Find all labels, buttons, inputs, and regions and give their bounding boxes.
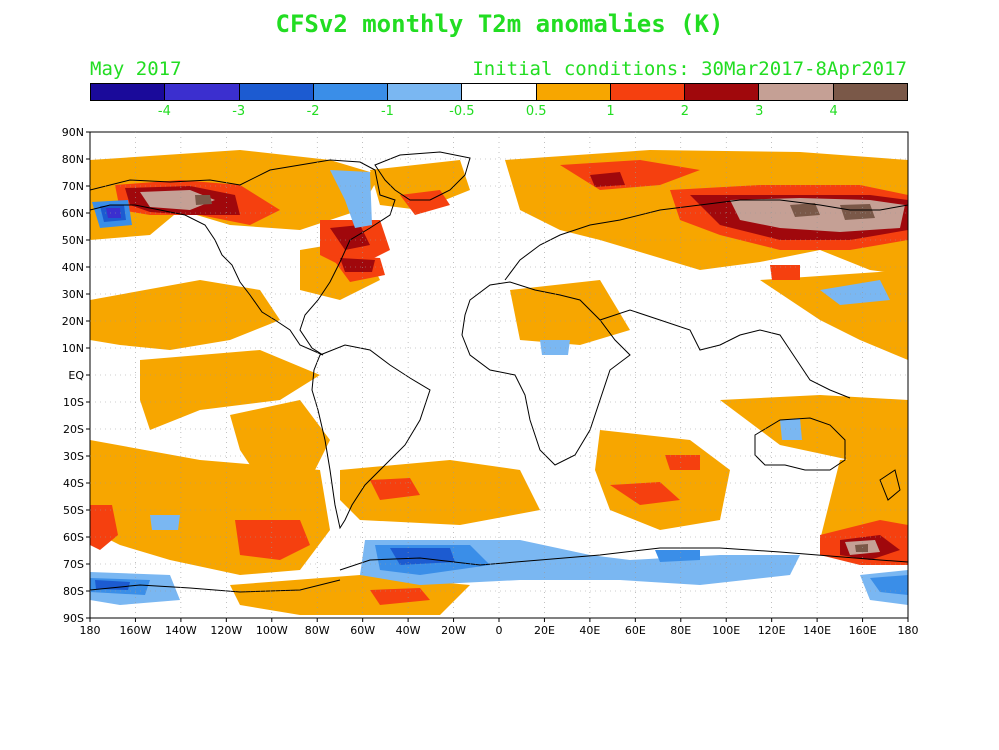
colorbar-label: -4 xyxy=(157,104,171,119)
anomaly-fields xyxy=(90,150,908,615)
lat-label: 90S xyxy=(63,612,84,625)
lat-label: 80N xyxy=(62,153,84,166)
colorbar-box xyxy=(759,84,834,100)
colorbar-box xyxy=(833,84,907,100)
gridlines xyxy=(90,132,908,618)
lat-label: 30N xyxy=(62,288,84,301)
lon-label: 20W xyxy=(441,624,466,637)
lat-label: 10N xyxy=(62,342,84,355)
lon-label: 40W xyxy=(396,624,421,637)
lat-label: 30S xyxy=(63,450,84,463)
lon-label: 80E xyxy=(670,624,691,637)
lon-label: 80W xyxy=(305,624,330,637)
lon-label: 60E xyxy=(625,624,646,637)
colorbar-label: 1 xyxy=(606,104,615,119)
coastlines xyxy=(90,151,908,593)
lat-label: 80S xyxy=(63,585,84,598)
lon-label: 180 xyxy=(80,624,101,637)
lat-label: 20S xyxy=(63,423,84,436)
colorbar-label: 0.5 xyxy=(525,104,547,119)
lon-label: 160E xyxy=(849,624,877,637)
lat-label: 70N xyxy=(62,180,84,193)
colorbar-label: -1 xyxy=(380,104,394,119)
colorbar-label: -0.5 xyxy=(449,104,475,119)
lon-label: 40E xyxy=(579,624,600,637)
lon-label: 120E xyxy=(758,624,786,637)
colorbar-box xyxy=(313,84,389,100)
colorbar-box xyxy=(165,84,240,100)
colorbar-label: 4 xyxy=(829,104,838,119)
lat-label: EQ xyxy=(68,369,84,382)
lat-label: 10S xyxy=(63,396,84,409)
lon-label: 100W xyxy=(256,624,288,637)
lat-label: 20N xyxy=(62,315,84,328)
lon-label: 140W xyxy=(165,624,197,637)
colorbar-box xyxy=(462,84,537,100)
colorbar-label: -3 xyxy=(232,104,246,119)
colorbar-label: -2 xyxy=(306,104,320,119)
lon-label: 0 xyxy=(496,624,503,637)
lat-label: 70S xyxy=(63,558,84,571)
lat-label: 40S xyxy=(63,477,84,490)
lon-label: 20E xyxy=(534,624,555,637)
initial-conditions: Initial conditions: 30Mar2017-8Apr2017 xyxy=(472,58,907,80)
forecast-month: May 2017 xyxy=(90,58,182,80)
colorbar-label: 2 xyxy=(680,104,690,119)
colorbar-box xyxy=(685,84,760,100)
lat-label: 40N xyxy=(62,261,84,274)
colorbar xyxy=(90,83,908,101)
colorbar-box xyxy=(388,84,463,100)
lat-label: 50N xyxy=(62,234,84,247)
lon-label: 140E xyxy=(803,624,831,637)
colorbar-box xyxy=(536,84,611,100)
lat-label: 90N xyxy=(62,126,84,139)
lon-label: 160W xyxy=(120,624,152,637)
lon-label: 100E xyxy=(712,624,740,637)
latitude-labels: 90N 80N 70N 60N 50N 40N 30N 20N 10N EQ 10S 20S 30S 40… xyxy=(62,126,85,625)
colorbar-box xyxy=(610,84,686,100)
lat-label: 60N xyxy=(62,207,84,220)
lat-label: 60S xyxy=(63,531,84,544)
colorbar-box xyxy=(239,84,314,100)
map-title: CFSv2 monthly T2m anomalies (K) xyxy=(275,10,724,38)
lat-label: 50S xyxy=(63,504,84,517)
colorbar-box xyxy=(91,84,166,100)
longitude-labels: 180 160W 140W 120W 100W 80W 60W 40W 20W 0 20E 40E 60… xyxy=(80,624,919,637)
colorbar-label: 3 xyxy=(755,104,764,119)
lon-label: 60W xyxy=(350,624,375,637)
axis-ticks xyxy=(86,131,909,622)
lon-label: 120W xyxy=(210,624,242,637)
lon-label: 180 xyxy=(898,624,919,637)
